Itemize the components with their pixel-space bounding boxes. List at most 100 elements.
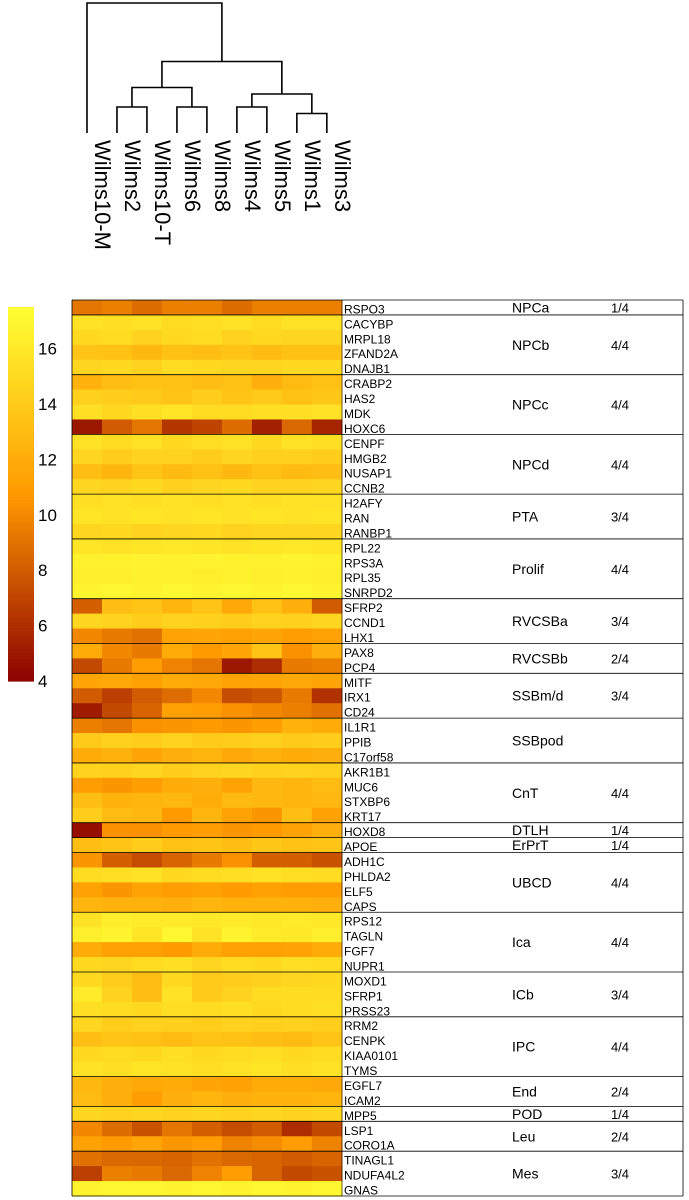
heatmap-cell xyxy=(101,643,133,659)
heatmap-cell xyxy=(161,374,193,391)
heatmap-cell xyxy=(281,643,313,659)
colorbar-segment xyxy=(8,397,34,402)
heatmap-cell xyxy=(101,479,133,495)
heatmap-cell xyxy=(72,1001,103,1018)
sample-dendrogram xyxy=(86,2,328,133)
heatmap-cell xyxy=(281,419,313,435)
heatmap-cell xyxy=(221,1001,253,1018)
colorbar-segment xyxy=(8,406,34,411)
heatmap-cell xyxy=(72,822,103,839)
heatmap-cell xyxy=(311,359,343,376)
colorbar-segment xyxy=(8,634,34,638)
heatmap-cell xyxy=(161,628,193,645)
heatmap-cell xyxy=(221,852,253,869)
gene-label: SNRPD2 xyxy=(344,586,393,600)
heatmap-cell xyxy=(251,568,283,585)
heatmap-cell xyxy=(161,673,193,689)
heatmap-cell xyxy=(191,1151,223,1167)
heatmap-cell xyxy=(161,957,193,973)
gene-label: CACYBP xyxy=(344,317,393,331)
colorbar-segment xyxy=(8,662,34,667)
heatmap-cell xyxy=(191,703,223,719)
heatmap-cell xyxy=(251,449,283,465)
heatmap-cell xyxy=(281,777,313,794)
heatmap-cell xyxy=(131,1151,163,1167)
heatmap-cell xyxy=(191,1061,223,1078)
heatmap-cell xyxy=(72,568,103,585)
heatmap-cell xyxy=(251,957,283,973)
gene-label: NUSAP1 xyxy=(344,467,392,481)
heatmap-cell xyxy=(221,434,253,450)
group-ratio: 3/4 xyxy=(611,614,629,629)
heatmap-cell xyxy=(101,389,133,406)
heatmap-cell xyxy=(72,703,103,719)
heatmap-cell xyxy=(311,1001,343,1018)
heatmap-cell xyxy=(101,1166,133,1182)
heatmap-cell xyxy=(72,509,103,525)
heatmap-cell xyxy=(281,553,313,570)
heatmap-cell xyxy=(101,807,133,824)
colorbar-segment xyxy=(8,469,34,473)
heatmap-cell xyxy=(72,494,103,510)
colorbar-segment xyxy=(8,609,34,614)
heatmap-cell xyxy=(161,553,193,570)
heatmap-cell xyxy=(311,986,343,1003)
heatmap-cell xyxy=(101,1016,133,1033)
heatmap-cell xyxy=(311,673,343,689)
gene-label: KIAA0101 xyxy=(344,1049,398,1063)
row-annotations: RSPO3CACYBPMRPL18ZFAND2ADNAJB1CRABP2HAS2… xyxy=(71,299,684,1198)
heatmap-cell xyxy=(161,479,193,495)
heatmap-cell xyxy=(281,1031,313,1048)
heatmap-cell xyxy=(101,837,133,854)
heatmap-cell xyxy=(251,658,283,674)
gene-label: HMGB2 xyxy=(344,452,387,466)
colorbar-segment xyxy=(8,331,34,336)
heatmap-cell xyxy=(161,1061,193,1078)
sample-label: Wilms8 xyxy=(210,140,235,212)
group-ratio: 4/4 xyxy=(611,786,629,801)
colorbar-tick-label: 8 xyxy=(38,561,47,580)
heatmap-cell xyxy=(161,762,193,779)
heatmap-cell xyxy=(281,942,313,958)
heatmap-cell xyxy=(131,404,163,421)
heatmap-cell xyxy=(281,673,313,689)
heatmap-cell xyxy=(161,464,193,480)
heatmap-cell xyxy=(161,538,193,555)
gene-label: IL1R1 xyxy=(344,721,376,735)
heatmap-cell xyxy=(161,329,193,346)
heatmap-cell xyxy=(251,1121,283,1137)
gene-label: RRM2 xyxy=(344,1019,378,1033)
heatmap-cell xyxy=(72,867,103,883)
heatmap-cell xyxy=(311,1121,343,1137)
heatmap-cell xyxy=(281,1166,313,1182)
heatmap-cell xyxy=(251,762,283,779)
heatmap-cell xyxy=(251,389,283,406)
heatmap-cell xyxy=(251,748,283,764)
heatmap-cell xyxy=(101,897,133,913)
colorbar-segment xyxy=(8,509,34,514)
colorbar-segment xyxy=(8,494,34,498)
colorbar-segment xyxy=(8,674,34,679)
colorbar-segment xyxy=(8,500,34,504)
heatmap-cell xyxy=(281,807,313,824)
gene-label: H2AFY xyxy=(344,497,383,511)
heatmap-cell xyxy=(72,464,103,480)
heatmap-cell xyxy=(251,942,283,958)
heatmap-cell xyxy=(311,1076,343,1093)
heatmap-cell xyxy=(72,912,103,928)
heatmap-cell xyxy=(161,927,193,943)
group-label: End xyxy=(512,1083,537,1099)
group-label: NPCb xyxy=(512,337,550,353)
heatmap-cell xyxy=(101,404,133,421)
heatmap-cell xyxy=(101,1076,133,1093)
colorbar-segment xyxy=(8,512,34,517)
heatmap-cell xyxy=(281,1016,313,1033)
gene-label: TAGLN xyxy=(344,930,383,944)
gene-label: HOXD8 xyxy=(344,825,386,839)
heatmap-cell xyxy=(161,897,193,913)
heatmap-cell xyxy=(131,688,163,704)
heatmap-cell xyxy=(311,1151,343,1167)
heatmap-cell xyxy=(281,852,313,869)
gene-label: ZFAND2A xyxy=(344,347,398,361)
heatmap-cell xyxy=(131,553,163,570)
